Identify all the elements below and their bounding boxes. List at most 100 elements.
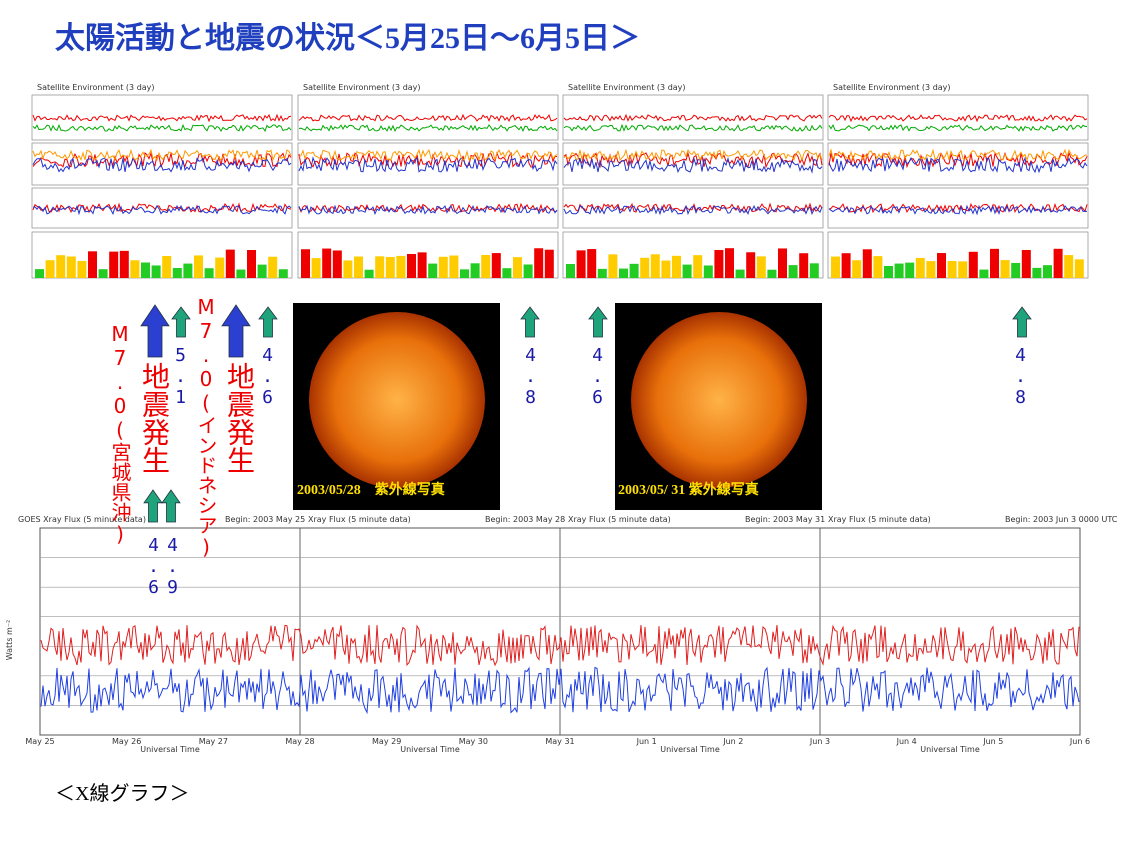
kp-bar xyxy=(788,265,798,278)
panel-frame xyxy=(31,142,293,186)
xray-chart: GOES Xray Flux (5 minute data) Begin: 200… xyxy=(5,515,1118,754)
magnitude: 5.1 xyxy=(170,345,191,408)
panel-frame xyxy=(562,94,824,141)
panel-header: Satellite Environment (3 day) xyxy=(833,83,951,92)
panel-frame xyxy=(562,187,824,229)
kp-bar xyxy=(332,250,342,278)
x-tick-label: May 27 xyxy=(199,737,228,746)
trace xyxy=(828,123,1088,132)
magnitude: 4.9 xyxy=(162,535,183,598)
kp-bar xyxy=(544,249,554,278)
magnitude: 4.8 xyxy=(520,345,541,408)
kp-bar xyxy=(141,262,150,278)
trace xyxy=(298,113,558,122)
kp-bar xyxy=(672,255,681,278)
arrow xyxy=(140,304,170,358)
arrow xyxy=(221,304,251,358)
panel-frame xyxy=(827,142,1089,186)
kp-bar xyxy=(640,257,650,278)
trace xyxy=(32,151,292,168)
kp-bar xyxy=(130,260,140,278)
kp-bar xyxy=(225,249,235,278)
kp-bar xyxy=(566,264,575,278)
kp-bar xyxy=(778,248,787,278)
kp-bar xyxy=(682,264,692,278)
trace xyxy=(828,114,1088,123)
panel-header: Satellite Environment (3 day) xyxy=(568,83,686,92)
xray-panel-begin: Begin: 2003 May 28 xyxy=(485,515,565,524)
panel-frame xyxy=(562,231,824,279)
kp-bar xyxy=(375,256,385,278)
trace xyxy=(563,123,823,132)
kp-bar xyxy=(703,265,713,278)
top-panels: Satellite Environment (3 day) Satellite E… xyxy=(31,83,1089,279)
trace xyxy=(298,124,558,133)
panel-frame xyxy=(297,94,559,141)
x-tick-label: May 25 xyxy=(25,737,54,746)
kp-bar xyxy=(364,269,374,278)
kp-bar xyxy=(354,256,363,278)
kp-bar xyxy=(619,268,628,278)
panel-frame xyxy=(827,231,1089,279)
magnitude: 4.6 xyxy=(587,345,608,408)
kp-bar xyxy=(841,253,851,278)
kp-bar xyxy=(98,269,108,278)
kp-bar xyxy=(523,264,533,278)
kp-bar xyxy=(481,254,491,278)
x-tick-label: Jun 4 xyxy=(896,737,917,746)
kp-bar xyxy=(491,253,501,278)
trace xyxy=(828,156,1088,174)
kp-bar xyxy=(215,257,225,278)
x-axis-label: Universal Time xyxy=(660,745,720,754)
kp-bar xyxy=(438,256,448,278)
image-caption: 2003/05/ 31 紫外線写真 xyxy=(618,481,759,498)
kp-bar xyxy=(119,250,129,278)
kp-bar xyxy=(385,257,395,278)
trace xyxy=(32,123,292,133)
panel-frame xyxy=(297,142,559,186)
kp-bar xyxy=(236,269,246,278)
arrow xyxy=(588,306,608,338)
magnitude: 4.8 xyxy=(1010,345,1031,408)
kp-bar xyxy=(183,263,193,278)
kp-bar xyxy=(968,251,978,278)
panel-frame xyxy=(31,231,293,279)
kp-bar xyxy=(45,260,55,278)
kp-bar xyxy=(322,248,332,278)
kp-bar xyxy=(608,254,618,278)
magnitude: 4.6 xyxy=(143,535,164,598)
kp-bar xyxy=(204,268,214,278)
trace xyxy=(32,113,292,123)
title: 太陽活動と地震の状況＜5月25日～6月5日＞ xyxy=(55,22,640,55)
kp-bar xyxy=(650,254,660,278)
kp-bar xyxy=(915,257,925,278)
kp-bar xyxy=(873,256,883,278)
x-axis-label: Universal Time xyxy=(140,745,200,754)
kp-bar xyxy=(88,251,97,278)
kp-bar xyxy=(172,267,182,278)
kp-bar xyxy=(502,268,512,278)
kp-bar xyxy=(735,269,745,278)
kp-bar xyxy=(35,269,44,278)
kp-bar xyxy=(756,256,766,278)
xray-panel-title: Xray Flux (5 minute data) xyxy=(308,515,411,524)
x-tick-label: May 30 xyxy=(459,737,488,746)
arrow xyxy=(520,306,540,338)
trace xyxy=(828,148,1087,162)
magnitude: 4.6 xyxy=(257,345,278,408)
trace xyxy=(298,202,558,214)
panel-header: Satellite Environment (3 day) xyxy=(37,83,155,92)
kp-bar xyxy=(799,253,809,278)
event-detail: M7.0(宮城県沖) xyxy=(108,322,132,546)
x-tick-label: May 28 xyxy=(285,737,314,746)
kp-bar xyxy=(162,255,172,278)
kp-bar xyxy=(66,256,76,278)
trace xyxy=(563,113,823,122)
xray-panel-title: Xray Flux (5 minute data) xyxy=(828,515,931,524)
xray-panel-begin: Begin: 2003 May 31 xyxy=(745,515,825,524)
kp-bar xyxy=(937,253,946,278)
x-axis-label: Universal Time xyxy=(400,745,460,754)
trace xyxy=(298,148,558,162)
panel-frame xyxy=(297,187,559,229)
